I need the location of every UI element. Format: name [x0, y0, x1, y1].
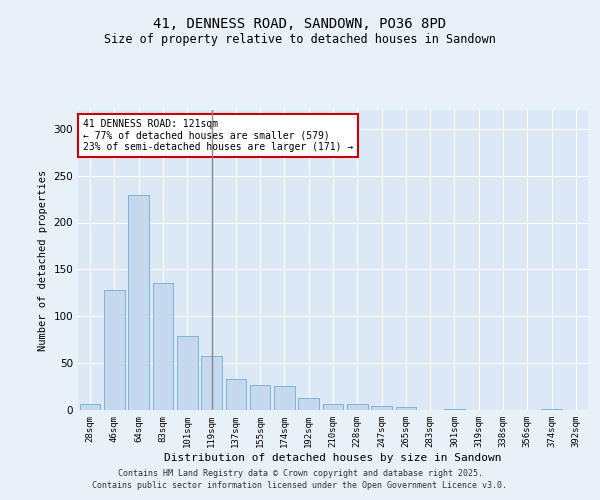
Bar: [128, 196, 149, 410]
Bar: [541, 409, 562, 410]
Y-axis label: Number of detached properties: Number of detached properties: [38, 170, 48, 350]
Bar: [226, 379, 246, 410]
Bar: [177, 336, 197, 410]
Text: Size of property relative to detached houses in Sandown: Size of property relative to detached ho…: [104, 32, 496, 46]
Bar: [201, 356, 222, 410]
Text: Contains HM Land Registry data © Crown copyright and database right 2025.: Contains HM Land Registry data © Crown c…: [118, 468, 482, 477]
Text: Contains public sector information licensed under the Open Government Licence v3: Contains public sector information licen…: [92, 481, 508, 490]
Text: 41 DENNESS ROAD: 121sqm
← 77% of detached houses are smaller (579)
23% of semi-d: 41 DENNESS ROAD: 121sqm ← 77% of detache…: [83, 119, 353, 152]
X-axis label: Distribution of detached houses by size in Sandown: Distribution of detached houses by size …: [164, 452, 502, 462]
Bar: [395, 407, 416, 410]
Bar: [371, 406, 392, 410]
Bar: [104, 290, 125, 410]
Bar: [323, 404, 343, 410]
Bar: [298, 398, 319, 410]
Text: 41, DENNESS ROAD, SANDOWN, PO36 8PD: 41, DENNESS ROAD, SANDOWN, PO36 8PD: [154, 18, 446, 32]
Bar: [250, 384, 271, 410]
Bar: [80, 404, 100, 410]
Bar: [274, 386, 295, 410]
Bar: [444, 409, 465, 410]
Bar: [347, 404, 368, 410]
Bar: [152, 282, 173, 410]
